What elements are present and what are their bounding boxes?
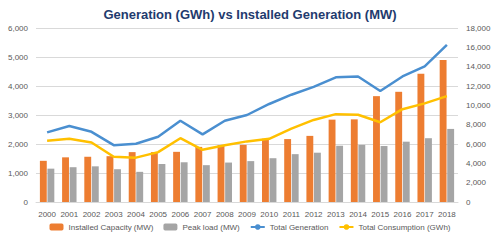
- svg-text:Generation (GWh) vs Installed: Generation (GWh) vs Installed Generation…: [103, 7, 396, 22]
- svg-text:2002: 2002: [83, 210, 101, 219]
- svg-text:2008: 2008: [216, 210, 234, 219]
- svg-text:Total Generation: Total Generation: [270, 223, 329, 232]
- svg-text:1,000: 1,000: [8, 169, 29, 178]
- svg-text:2017: 2017: [416, 210, 434, 219]
- svg-text:4,000: 4,000: [466, 159, 487, 168]
- svg-text:12,000: 12,000: [466, 82, 491, 91]
- svg-text:18,000: 18,000: [466, 24, 491, 33]
- svg-text:2,000: 2,000: [466, 178, 487, 187]
- svg-text:8,000: 8,000: [466, 120, 487, 129]
- svg-text:2,000: 2,000: [8, 140, 29, 149]
- svg-text:2007: 2007: [194, 210, 212, 219]
- svg-text:6,000: 6,000: [466, 140, 487, 149]
- svg-text:2009: 2009: [238, 210, 256, 219]
- svg-text:Peak load (MW): Peak load (MW): [182, 223, 240, 232]
- svg-text:6,000: 6,000: [8, 24, 29, 33]
- svg-text:2000: 2000: [38, 210, 56, 219]
- svg-text:2014: 2014: [349, 210, 367, 219]
- svg-text:2003: 2003: [105, 210, 123, 219]
- svg-text:2004: 2004: [127, 210, 145, 219]
- svg-text:2018: 2018: [438, 210, 456, 219]
- svg-text:5,000: 5,000: [8, 53, 29, 62]
- svg-text:2005: 2005: [149, 210, 167, 219]
- svg-text:14,000: 14,000: [466, 62, 491, 71]
- svg-text:10,000: 10,000: [466, 101, 491, 110]
- svg-text:2010: 2010: [260, 210, 278, 219]
- svg-text:0: 0: [24, 198, 29, 207]
- svg-text:2012: 2012: [305, 210, 323, 219]
- svg-text:Installed Capacity (MW): Installed Capacity (MW): [69, 223, 154, 232]
- svg-text:3,000: 3,000: [8, 111, 29, 120]
- svg-text:2013: 2013: [327, 210, 345, 219]
- svg-text:16,000: 16,000: [466, 43, 491, 52]
- svg-text:0: 0: [466, 198, 471, 207]
- svg-text:2015: 2015: [371, 210, 389, 219]
- svg-text:2011: 2011: [283, 210, 301, 219]
- svg-text:2016: 2016: [394, 210, 412, 219]
- svg-text:2001: 2001: [60, 210, 78, 219]
- svg-text:Total Consumption (GWh): Total Consumption (GWh): [358, 223, 450, 232]
- svg-text:2006: 2006: [171, 210, 189, 219]
- svg-text:4,000: 4,000: [8, 82, 29, 91]
